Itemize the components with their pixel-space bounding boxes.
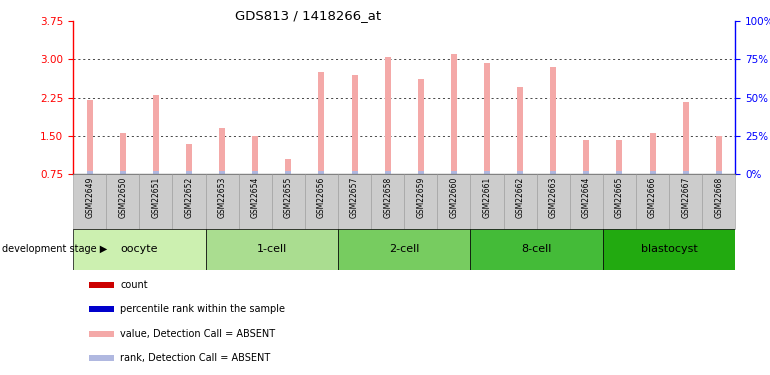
Text: GSM22654: GSM22654 <box>251 177 259 219</box>
Text: percentile rank within the sample: percentile rank within the sample <box>120 304 285 314</box>
Bar <box>517 87 523 174</box>
Text: rank, Detection Call = ABSENT: rank, Detection Call = ABSENT <box>120 353 270 363</box>
Bar <box>371 174 404 229</box>
Text: development stage ▶: development stage ▶ <box>2 244 107 254</box>
Text: GSM22660: GSM22660 <box>450 177 458 219</box>
Text: count: count <box>120 280 148 290</box>
Bar <box>470 229 603 270</box>
Bar <box>385 171 390 174</box>
Bar <box>716 136 721 174</box>
Bar <box>352 171 357 174</box>
Bar <box>253 136 258 174</box>
Bar <box>650 134 655 174</box>
Bar <box>451 54 457 174</box>
Text: value, Detection Call = ABSENT: value, Detection Call = ABSENT <box>120 329 275 339</box>
Bar <box>73 229 206 270</box>
Bar <box>305 174 338 229</box>
Bar <box>650 171 655 174</box>
Bar <box>319 171 324 174</box>
Bar <box>253 171 258 174</box>
Bar <box>153 171 159 174</box>
Bar <box>484 171 490 174</box>
Bar <box>385 57 390 174</box>
Bar <box>319 72 324 174</box>
Bar <box>570 174 603 229</box>
Bar <box>338 229 470 270</box>
Text: blastocyst: blastocyst <box>641 244 698 254</box>
Bar <box>153 95 159 174</box>
Bar <box>636 174 669 229</box>
Bar <box>219 128 225 174</box>
Bar <box>470 174 504 229</box>
Bar <box>617 140 622 174</box>
Text: GSM22650: GSM22650 <box>119 177 127 219</box>
Text: GSM22656: GSM22656 <box>317 177 326 219</box>
Bar <box>272 174 305 229</box>
Text: GSM22649: GSM22649 <box>85 177 94 219</box>
Bar <box>120 134 126 174</box>
Bar <box>584 140 589 174</box>
Bar <box>73 174 106 229</box>
Bar <box>669 174 702 229</box>
Bar <box>504 174 537 229</box>
Bar <box>418 78 424 174</box>
Bar <box>219 171 225 174</box>
Bar <box>716 171 721 174</box>
Text: GSM22663: GSM22663 <box>549 177 557 219</box>
Bar <box>683 171 688 174</box>
Bar <box>683 102 688 174</box>
Bar <box>239 174 272 229</box>
Bar <box>186 144 192 174</box>
Bar <box>484 63 490 174</box>
Bar <box>418 171 424 174</box>
Bar <box>603 174 636 229</box>
Bar <box>537 174 570 229</box>
Text: GSM22667: GSM22667 <box>681 177 690 219</box>
Bar <box>551 67 556 174</box>
Bar <box>451 171 457 174</box>
Text: 2-cell: 2-cell <box>389 244 420 254</box>
Text: GSM22662: GSM22662 <box>516 177 524 218</box>
Bar <box>338 174 371 229</box>
Bar <box>517 171 523 174</box>
Text: GSM22652: GSM22652 <box>185 177 193 218</box>
Bar <box>702 174 735 229</box>
Bar <box>186 171 192 174</box>
Text: GSM22666: GSM22666 <box>648 177 657 219</box>
Text: GSM22651: GSM22651 <box>152 177 160 218</box>
Text: oocyte: oocyte <box>121 244 158 254</box>
Bar <box>120 171 126 174</box>
Bar <box>286 171 291 174</box>
Bar <box>603 229 735 270</box>
Text: GSM22657: GSM22657 <box>350 177 359 219</box>
Bar <box>551 171 556 174</box>
Text: GSM22664: GSM22664 <box>582 177 591 219</box>
Text: GSM22653: GSM22653 <box>218 177 226 219</box>
Text: 1-cell: 1-cell <box>256 244 287 254</box>
Bar <box>437 174 470 229</box>
Text: GSM22665: GSM22665 <box>615 177 624 219</box>
Text: GSM22655: GSM22655 <box>284 177 293 219</box>
Bar <box>352 75 357 174</box>
Text: GDS813 / 1418266_at: GDS813 / 1418266_at <box>235 9 381 22</box>
Bar <box>206 174 239 229</box>
Bar <box>172 174 206 229</box>
Bar <box>286 159 291 174</box>
Text: GSM22659: GSM22659 <box>417 177 425 219</box>
Text: GSM22668: GSM22668 <box>715 177 723 218</box>
Bar <box>584 171 589 174</box>
Bar <box>106 174 139 229</box>
Bar <box>139 174 172 229</box>
Text: GSM22658: GSM22658 <box>383 177 392 218</box>
Bar <box>617 171 622 174</box>
Bar <box>87 171 92 174</box>
Text: GSM22661: GSM22661 <box>483 177 491 218</box>
Text: 8-cell: 8-cell <box>521 244 552 254</box>
Bar <box>404 174 437 229</box>
Bar <box>87 100 92 174</box>
Bar <box>206 229 338 270</box>
